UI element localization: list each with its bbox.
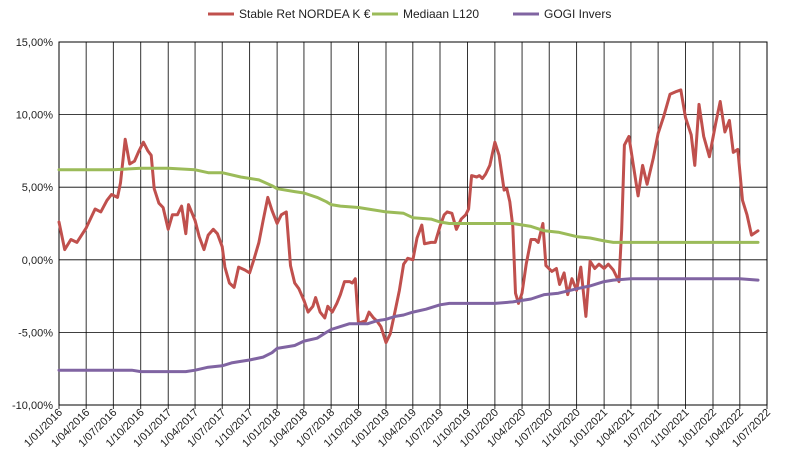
y-tick-label: 0,00% [22, 255, 53, 267]
legend-label: Stable Ret NORDEA K € [239, 7, 371, 21]
gogi-invers-line [57, 277, 760, 374]
series-lines [57, 88, 760, 374]
legend-label: GOGI Invers [544, 7, 611, 21]
y-tick-label: 5,00% [22, 182, 53, 194]
y-tick-label: 10,00% [16, 110, 54, 122]
y-tick-label: -5,00% [18, 327, 53, 339]
legend-label: Mediaan L120 [403, 7, 479, 21]
legend: Stable Ret NORDEA K € Mediaan L120 GOGI In… [208, 7, 611, 21]
stable-ret-nordea-line [57, 88, 760, 345]
y-tick-label: -10,00% [12, 400, 53, 412]
y-tick-label: 15,00% [16, 37, 54, 49]
mediaan-l120-line [57, 166, 760, 244]
gridlines [58, 41, 768, 406]
